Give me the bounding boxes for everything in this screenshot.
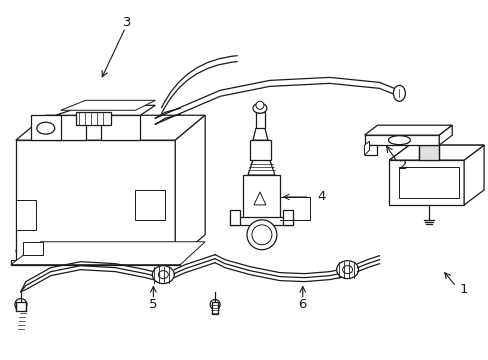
Polygon shape [56, 115, 85, 140]
Polygon shape [16, 200, 36, 230]
Circle shape [255, 101, 264, 109]
Polygon shape [282, 210, 292, 225]
Polygon shape [252, 128, 267, 140]
Polygon shape [56, 105, 155, 115]
Text: 1: 1 [458, 283, 467, 296]
Polygon shape [76, 112, 110, 125]
Polygon shape [388, 160, 463, 205]
Polygon shape [388, 145, 483, 160]
Polygon shape [364, 145, 377, 155]
Text: 6: 6 [298, 298, 306, 311]
Polygon shape [247, 160, 274, 175]
Polygon shape [11, 242, 205, 265]
Text: 3: 3 [123, 16, 131, 29]
Polygon shape [23, 242, 42, 255]
Polygon shape [253, 192, 265, 205]
Polygon shape [16, 115, 205, 140]
Polygon shape [16, 302, 26, 311]
Ellipse shape [252, 103, 266, 113]
Polygon shape [255, 112, 264, 128]
Polygon shape [61, 100, 155, 110]
Polygon shape [135, 190, 165, 220]
Polygon shape [249, 140, 270, 160]
Polygon shape [438, 125, 451, 145]
Polygon shape [101, 115, 140, 140]
Polygon shape [229, 217, 292, 225]
Ellipse shape [387, 136, 409, 145]
Text: 2: 2 [399, 158, 407, 172]
Polygon shape [463, 145, 483, 205]
Circle shape [210, 300, 220, 310]
Polygon shape [175, 115, 205, 260]
Polygon shape [212, 302, 218, 315]
Text: 4: 4 [317, 190, 325, 203]
Polygon shape [364, 135, 438, 145]
Polygon shape [364, 125, 451, 135]
Polygon shape [16, 140, 175, 260]
Ellipse shape [152, 266, 174, 284]
Polygon shape [243, 175, 279, 220]
Circle shape [15, 298, 27, 310]
Text: 5: 5 [149, 298, 157, 311]
Polygon shape [364, 141, 369, 155]
Ellipse shape [37, 122, 55, 134]
Polygon shape [11, 260, 180, 265]
Polygon shape [31, 115, 61, 140]
Circle shape [246, 220, 276, 250]
Polygon shape [419, 145, 438, 160]
Polygon shape [229, 210, 240, 225]
Ellipse shape [336, 261, 358, 279]
Ellipse shape [393, 85, 405, 101]
Polygon shape [388, 145, 483, 160]
